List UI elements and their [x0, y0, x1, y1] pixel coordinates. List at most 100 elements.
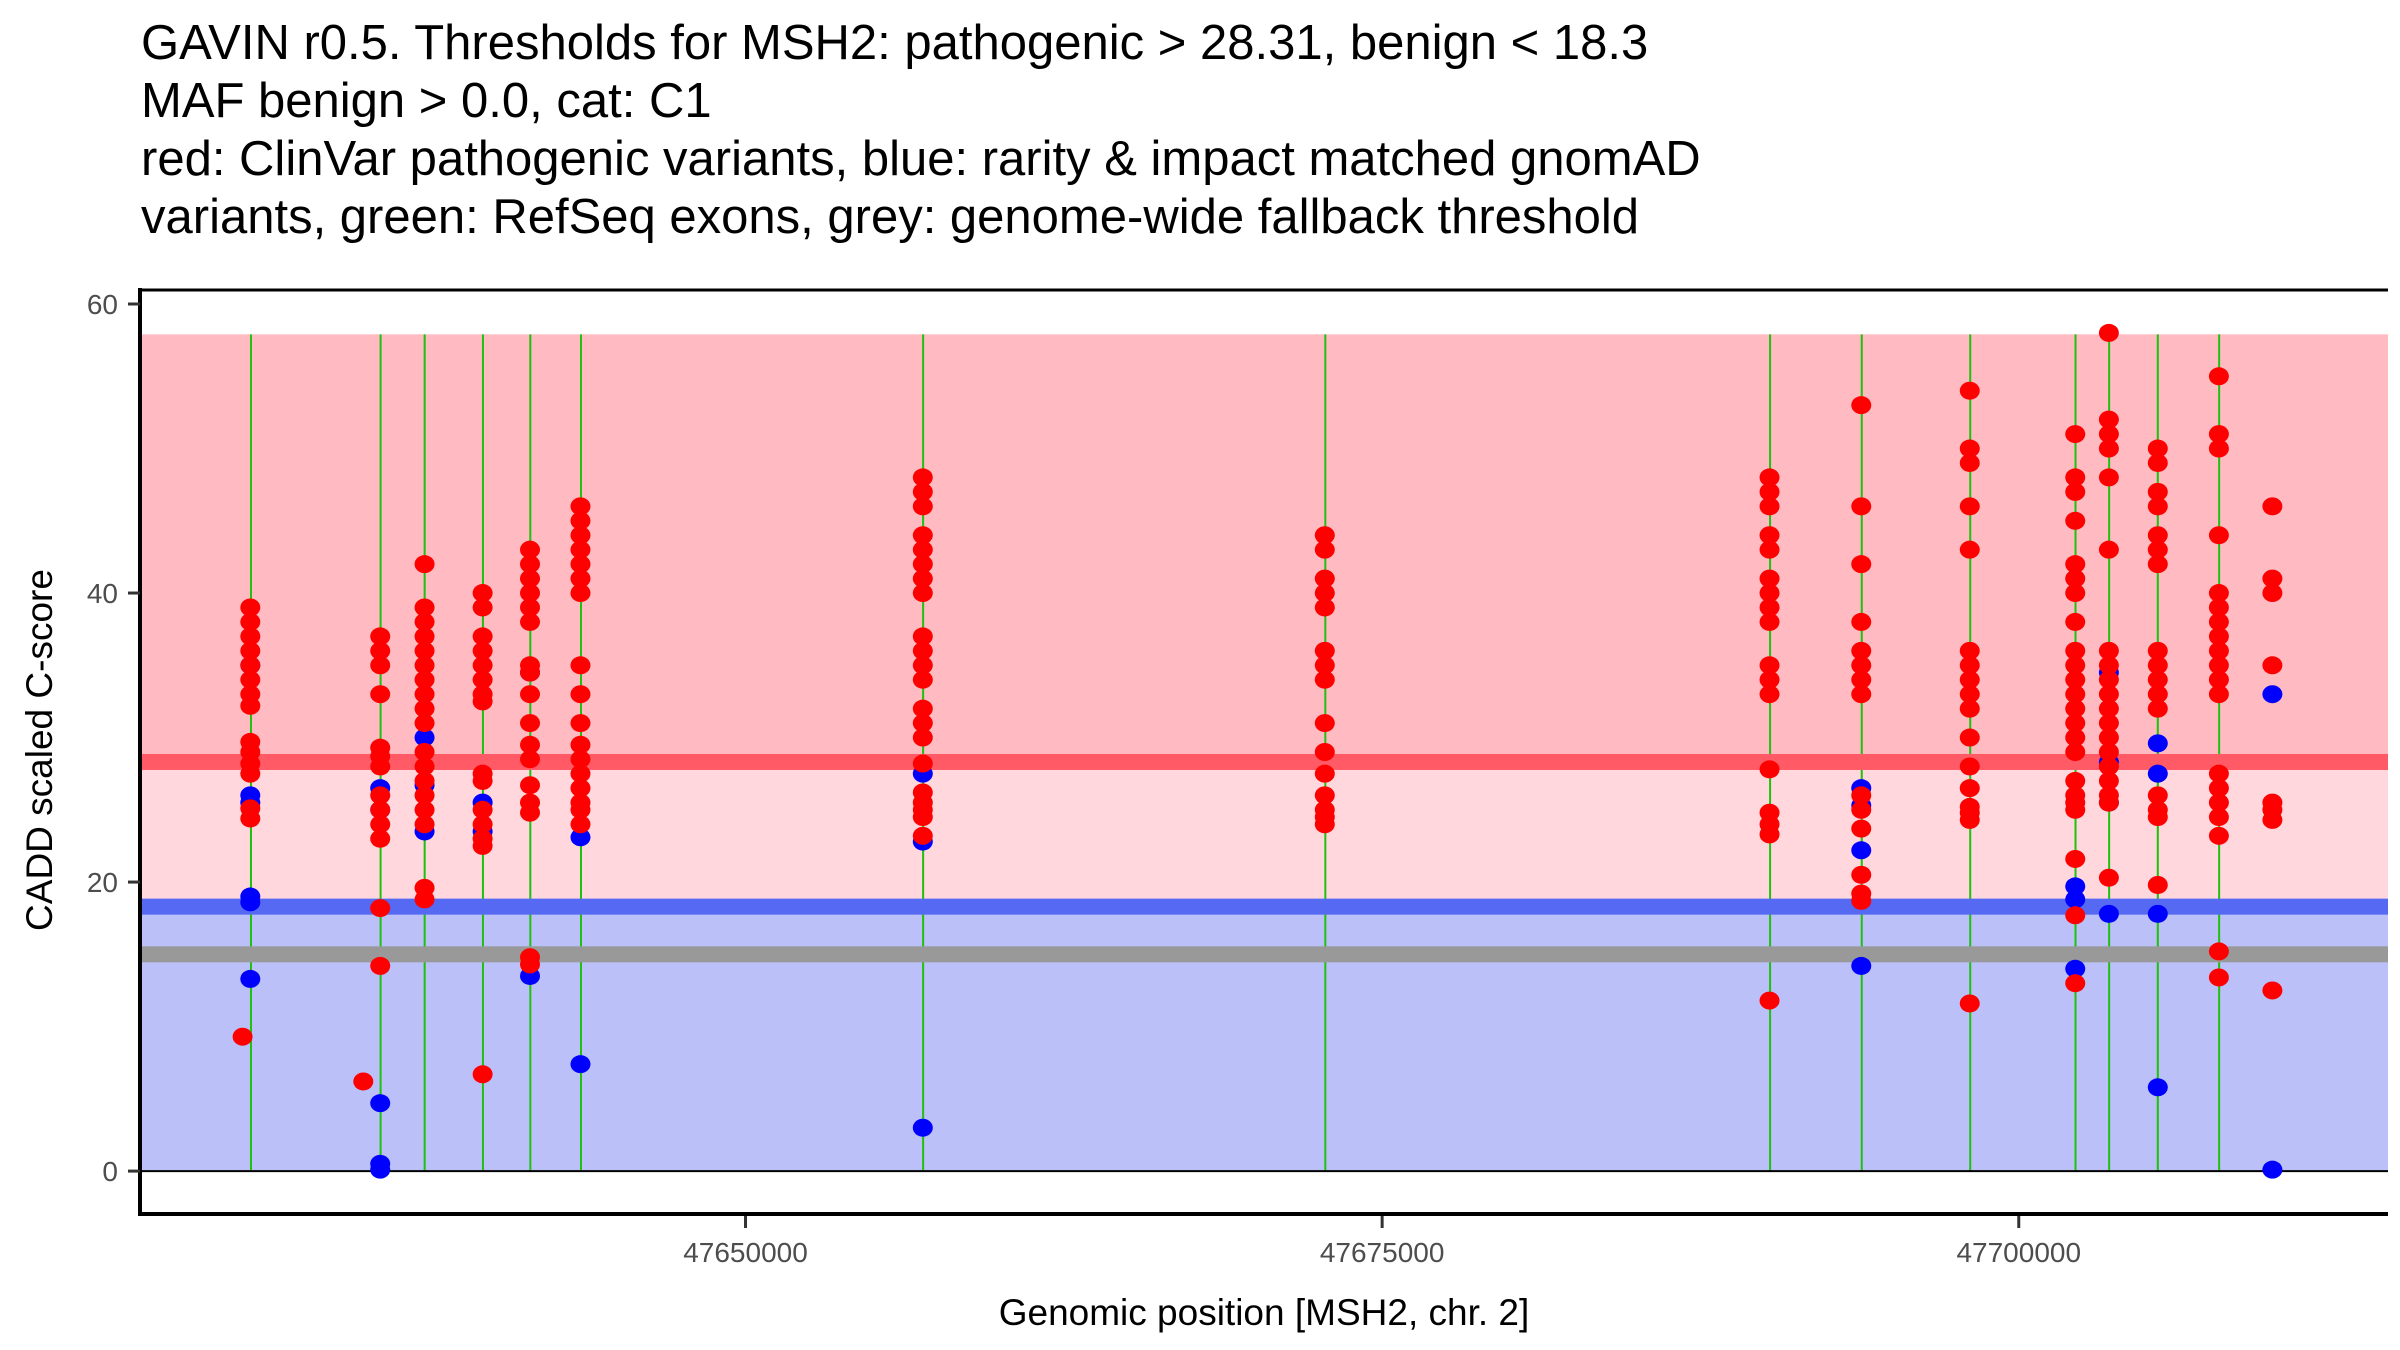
- exon-line: [1769, 334, 1772, 1172]
- clinvar-point: [2147, 497, 2168, 516]
- clinvar-point: [570, 555, 591, 574]
- clinvar-point: [1314, 815, 1335, 834]
- clinvar-point: [912, 699, 933, 718]
- clinvar-point: [370, 815, 391, 834]
- gnomad-point: [570, 828, 591, 847]
- gnomad-point: [2065, 877, 2086, 896]
- title-line-1: GAVIN r0.5. Thresholds for MSH2: pathoge…: [141, 16, 1649, 70]
- clinvar-point: [240, 764, 261, 783]
- clinvar-point: [414, 656, 435, 675]
- clinvar-point: [570, 584, 591, 603]
- clinvar-point: [370, 956, 391, 975]
- clinvar-point: [912, 728, 933, 747]
- clinvar-point: [472, 692, 493, 711]
- clinvar-point: [1314, 764, 1335, 783]
- clinvar-point: [1851, 786, 1872, 805]
- clinvar-point: [1959, 779, 1980, 798]
- clinvar-point: [1959, 497, 1980, 516]
- clinvar-point: [912, 526, 933, 545]
- clinvar-point: [570, 815, 591, 834]
- clinvar-point: [1959, 699, 1980, 718]
- clinvar-point: [414, 714, 435, 733]
- clinvar-point: [2065, 728, 2086, 747]
- clinvar-point: [370, 757, 391, 776]
- pathogenic-threshold-line: [142, 753, 2388, 770]
- clinvar-point: [472, 836, 493, 855]
- clinvar-point: [370, 656, 391, 675]
- intermediate-region: [142, 761, 2388, 907]
- clinvar-point: [520, 776, 541, 795]
- clinvar-point: [2147, 526, 2168, 545]
- clinvar-point: [472, 598, 493, 617]
- clinvar-point: [1759, 584, 1780, 603]
- clinvar-point: [414, 786, 435, 805]
- clinvar-point: [2098, 439, 2119, 458]
- gnomad-point: [1851, 841, 1872, 860]
- title-line-4: variants, green: RefSeq exons, grey: gen…: [141, 190, 1640, 244]
- clinvar-point: [414, 800, 435, 819]
- gnomad-point: [570, 1055, 591, 1074]
- clinvar-point: [2065, 771, 2086, 790]
- clinvar-point: [2098, 685, 2119, 704]
- clinvar-point: [414, 890, 435, 909]
- x-ticks: 47650000 47675000 47700000: [683, 1216, 2081, 1268]
- clinvar-point: [414, 699, 435, 718]
- axes: [138, 288, 2388, 1216]
- clinvar-point: [2208, 526, 2229, 545]
- clinvar-point: [2065, 555, 2086, 574]
- clinvar-point: [520, 569, 541, 588]
- clinvar-point: [2065, 743, 2086, 761]
- clinvar-point: [570, 764, 591, 783]
- clinvar-point: [520, 555, 541, 574]
- clinvar-point: [1851, 670, 1872, 689]
- clinvar-point: [1851, 497, 1872, 516]
- clinvar-point: [1959, 757, 1980, 776]
- clinvar-point: [240, 809, 261, 828]
- x-tick-label: 47650000: [683, 1237, 808, 1268]
- clinvar-point: [1759, 497, 1780, 516]
- clinvar-points: [232, 323, 2283, 1091]
- clinvar-point: [240, 641, 261, 660]
- clinvar-point: [1759, 468, 1780, 487]
- clinvar-point: [2065, 656, 2086, 675]
- clinvar-point: [2098, 641, 2119, 660]
- clinvar-point: [2065, 800, 2086, 819]
- clinvar-point: [1959, 439, 1980, 458]
- y-tick-label: 0: [102, 1156, 118, 1187]
- clinvar-point: [912, 584, 933, 603]
- clinvar-point: [472, 815, 493, 834]
- clinvar-point: [520, 735, 541, 754]
- clinvar-point: [520, 714, 541, 733]
- clinvar-point: [1959, 728, 1980, 747]
- gnomad-point: [2262, 685, 2283, 704]
- clinvar-point: [2147, 540, 2168, 559]
- clinvar-point: [472, 1065, 493, 1084]
- clinvar-point: [912, 656, 933, 675]
- y-tick-label: 20: [87, 867, 118, 898]
- clinvar-point: [414, 685, 435, 704]
- clinvar-point: [2147, 685, 2168, 704]
- clinvar-point: [912, 808, 933, 827]
- benign-threshold-line: [142, 898, 2388, 915]
- clinvar-point: [570, 714, 591, 733]
- clinvar-point: [2065, 974, 2086, 993]
- gnomad-point: [912, 1118, 933, 1137]
- y-tick-label: 60: [87, 289, 118, 320]
- clinvar-point: [570, 800, 591, 819]
- clinvar-point: [232, 1027, 253, 1046]
- clinvar-point: [2208, 942, 2229, 961]
- gnomad-point: [2065, 959, 2086, 978]
- clinvar-point: [520, 598, 541, 617]
- clinvar-point: [1759, 825, 1780, 844]
- x-axis-title: Genomic position [MSH2, chr. 2]: [999, 1292, 1530, 1333]
- threshold-lines: [142, 753, 2388, 1173]
- clinvar-point: [414, 815, 435, 834]
- clinvar-point: [240, 670, 261, 689]
- clinvar-point: [1759, 670, 1780, 689]
- clinvar-point: [2065, 699, 2086, 718]
- clinvar-point: [2208, 627, 2229, 646]
- clinvar-point: [414, 598, 435, 617]
- clinvar-point: [1959, 685, 1980, 704]
- clinvar-point: [1314, 714, 1335, 733]
- clinvar-point: [570, 569, 591, 588]
